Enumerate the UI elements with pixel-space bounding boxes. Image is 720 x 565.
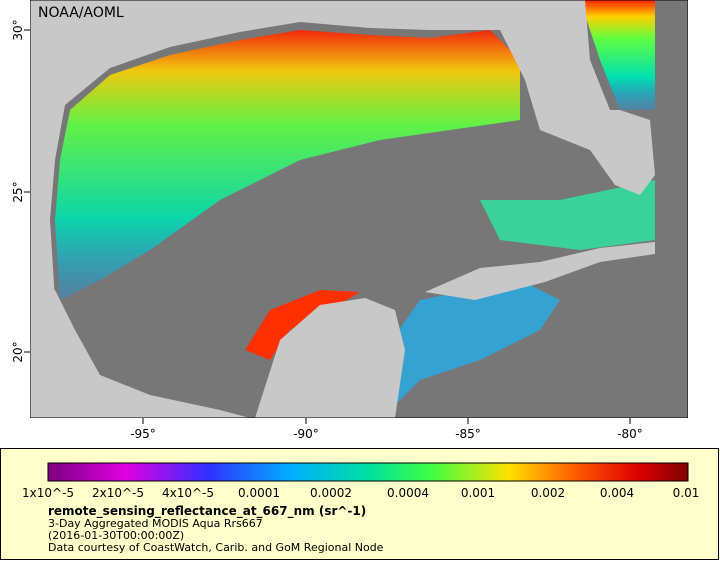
x-tick-label: -90° [293, 427, 319, 441]
legend-variable: remote_sensing_reflectance_at_667_nm (sr… [48, 504, 366, 519]
legend-dataset: 3-Day Aggregated MODIS Aqua Rrs667 [48, 517, 263, 530]
y-tick-label: 20° [11, 341, 25, 362]
x-axis: -95° -90° -85° -80° [130, 418, 643, 441]
colorbar-label: 0.0002 [310, 486, 352, 500]
atlantic [655, 0, 688, 418]
land [30, 0, 610, 300]
colorbar-label: 0.002 [531, 486, 565, 500]
x-tick-label: -95° [130, 427, 156, 441]
colorbar-label: 2x10^-5 [92, 486, 144, 500]
reflectance-plume [55, 30, 520, 300]
colorbar-label: 4x10^-5 [162, 486, 214, 500]
colorbar-label: 0.001 [461, 486, 495, 500]
map-title: NOAA/AOML [38, 5, 124, 21]
colorbar [47, 462, 689, 482]
x-tick-label: -80° [617, 427, 643, 441]
legend-time: (2016-01-30T00:00:00Z) [48, 529, 184, 542]
x-tick-label: -85° [455, 427, 481, 441]
reflectance-patch [580, 0, 655, 110]
land [255, 298, 405, 418]
map-area: NOAA/AOML [30, 0, 688, 418]
reflectance-patch [480, 180, 655, 250]
y-tick-label: 25° [11, 181, 25, 202]
colorbar-label: 0.01 [673, 486, 700, 500]
y-tick-label: 30° [11, 19, 25, 40]
colorbar-label: 0.0001 [238, 486, 280, 500]
reflectance-patch [385, 280, 560, 410]
land [540, 110, 655, 195]
legend-credit: Data courtesy of CoastWatch, Carib. and … [48, 541, 384, 554]
land [425, 242, 655, 300]
land [30, 290, 250, 418]
colorbar-label: 0.004 [600, 486, 634, 500]
colorbar-label: 0.0004 [387, 486, 429, 500]
legend-panel: 1x10^-5 2x10^-5 4x10^-5 0.0001 0.0002 0.… [0, 448, 719, 560]
colorbar-label: 1x10^-5 [22, 486, 74, 500]
y-axis: 30° 25° 20° [11, 19, 30, 363]
title-bg [32, 2, 128, 22]
